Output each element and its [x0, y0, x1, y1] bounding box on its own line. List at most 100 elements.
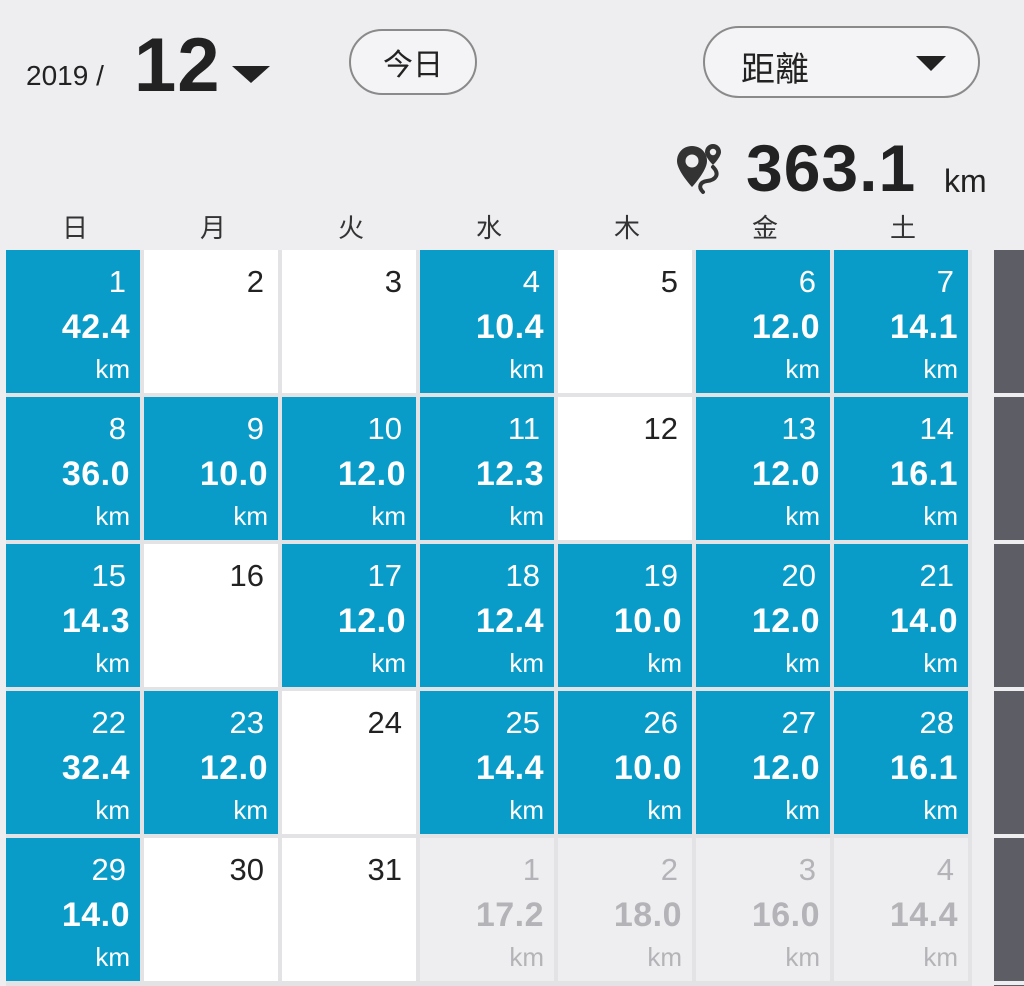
day-number: 8 — [108, 411, 126, 446]
day-cell[interactable]: 4 10.4 km — [420, 250, 554, 393]
day-cell[interactable]: 11 12.3 km — [420, 397, 554, 540]
day-distance: 10.4 — [475, 308, 544, 346]
day-cell[interactable]: 21 14.0 km — [834, 544, 968, 687]
day-cell[interactable]: 17 12.0 km — [282, 544, 416, 687]
scrollbar[interactable] — [994, 250, 1024, 986]
day-number: 17 — [367, 558, 402, 593]
route-pin-icon — [677, 144, 721, 194]
day-number: 2 — [660, 852, 678, 887]
day-cell[interactable]: 22 32.4 km — [6, 691, 140, 834]
day-number: 15 — [91, 558, 126, 593]
day-cell[interactable]: 31 — [282, 838, 416, 981]
scrollbar-divider — [994, 687, 1024, 691]
day-distance: 12.0 — [337, 455, 406, 493]
day-cell[interactable]: 3 — [282, 250, 416, 393]
weekday-label: 火 — [337, 213, 364, 243]
day-cell[interactable]: 1 42.4 km — [6, 250, 140, 393]
day-cell[interactable]: 26 10.0 km — [558, 691, 692, 834]
day-number: 16 — [229, 558, 264, 593]
day-distance-unit: km — [509, 648, 544, 678]
day-cell[interactable]: 27 12.0 km — [696, 691, 830, 834]
total-distance-value: 363.1 — [746, 131, 917, 205]
day-distance-unit: km — [923, 354, 958, 384]
day-number: 4 — [936, 852, 954, 887]
day-number: 9 — [246, 411, 264, 446]
day-number: 6 — [798, 264, 816, 299]
next-month-day-cell[interactable]: 3 16.0 km — [696, 838, 830, 981]
scrollbar-divider — [994, 834, 1024, 838]
day-number: 1 — [108, 264, 126, 299]
day-number: 14 — [919, 411, 954, 446]
day-number: 10 — [367, 411, 402, 446]
day-number: 24 — [367, 705, 402, 740]
day-number: 13 — [781, 411, 816, 446]
day-cell[interactable]: 7 14.1 km — [834, 250, 968, 393]
weekday-label: 日 — [61, 213, 88, 243]
next-month-day-cell[interactable]: 2 18.0 km — [558, 838, 692, 981]
day-cell[interactable]: 25 14.4 km — [420, 691, 554, 834]
day-distance: 12.0 — [199, 749, 268, 787]
day-distance-unit: km — [647, 795, 682, 825]
day-cell[interactable]: 6 12.0 km — [696, 250, 830, 393]
day-number: 20 — [781, 558, 816, 593]
day-distance: 14.0 — [889, 602, 958, 640]
weekday-label: 金 — [751, 213, 778, 243]
day-cell[interactable]: 30 — [144, 838, 278, 981]
next-month-day-cell[interactable]: 1 17.2 km — [420, 838, 554, 981]
day-number: 5 — [660, 264, 678, 299]
day-number: 2 — [246, 264, 264, 299]
day-distance-unit: km — [785, 942, 820, 972]
day-cell[interactable]: 9 10.0 km — [144, 397, 278, 540]
scrollbar-divider — [994, 981, 1024, 985]
day-cell[interactable]: 5 — [558, 250, 692, 393]
day-cell[interactable]: 12 — [558, 397, 692, 540]
day-cell[interactable]: 2 — [144, 250, 278, 393]
day-distance: 10.0 — [613, 602, 682, 640]
day-distance: 12.0 — [751, 455, 820, 493]
day-distance-unit: km — [233, 501, 268, 531]
chevron-down-icon[interactable] — [232, 66, 270, 83]
day-number: 12 — [643, 411, 678, 446]
day-distance: 36.0 — [61, 455, 130, 493]
metric-select[interactable]: 距離 — [703, 26, 980, 98]
day-distance-unit: km — [509, 501, 544, 531]
day-number: 18 — [505, 558, 540, 593]
day-cell[interactable]: 24 — [282, 691, 416, 834]
day-number: 27 — [781, 705, 816, 740]
day-distance-unit: km — [923, 501, 958, 531]
day-cell[interactable]: 29 14.0 km — [6, 838, 140, 981]
day-number: 19 — [643, 558, 678, 593]
day-number: 3 — [384, 264, 402, 299]
day-cell[interactable]: 10 12.0 km — [282, 397, 416, 540]
day-distance-unit: km — [371, 648, 406, 678]
next-month-day-cell[interactable]: 4 14.4 km — [834, 838, 968, 981]
day-number: 7 — [936, 264, 954, 299]
day-distance: 10.0 — [199, 455, 268, 493]
day-cell[interactable]: 13 12.0 km — [696, 397, 830, 540]
day-cell[interactable]: 15 14.3 km — [6, 544, 140, 687]
day-cell[interactable]: 28 16.1 km — [834, 691, 968, 834]
scrollbar-divider — [994, 540, 1024, 544]
day-cell[interactable]: 19 10.0 km — [558, 544, 692, 687]
month-label[interactable]: 12 — [134, 23, 221, 108]
weekday-label: 月 — [199, 213, 226, 243]
today-button[interactable]: 今日 — [349, 29, 477, 95]
day-cell[interactable]: 8 36.0 km — [6, 397, 140, 540]
day-distance: 17.2 — [475, 896, 544, 934]
day-cell[interactable]: 23 12.0 km — [144, 691, 278, 834]
day-cell[interactable]: 18 12.4 km — [420, 544, 554, 687]
day-number: 23 — [229, 705, 264, 740]
day-number: 4 — [522, 264, 540, 299]
day-cell[interactable]: 14 16.1 km — [834, 397, 968, 540]
day-distance: 12.3 — [475, 455, 544, 493]
day-cell[interactable]: 16 — [144, 544, 278, 687]
day-distance-unit: km — [95, 354, 130, 384]
day-distance: 16.1 — [889, 455, 958, 493]
day-distance: 12.0 — [751, 308, 820, 346]
day-distance-unit: km — [95, 942, 130, 972]
day-distance: 12.0 — [751, 749, 820, 787]
day-distance: 16.0 — [751, 896, 820, 934]
day-cell[interactable]: 20 12.0 km — [696, 544, 830, 687]
day-distance-unit: km — [923, 648, 958, 678]
day-distance: 14.4 — [889, 896, 958, 934]
